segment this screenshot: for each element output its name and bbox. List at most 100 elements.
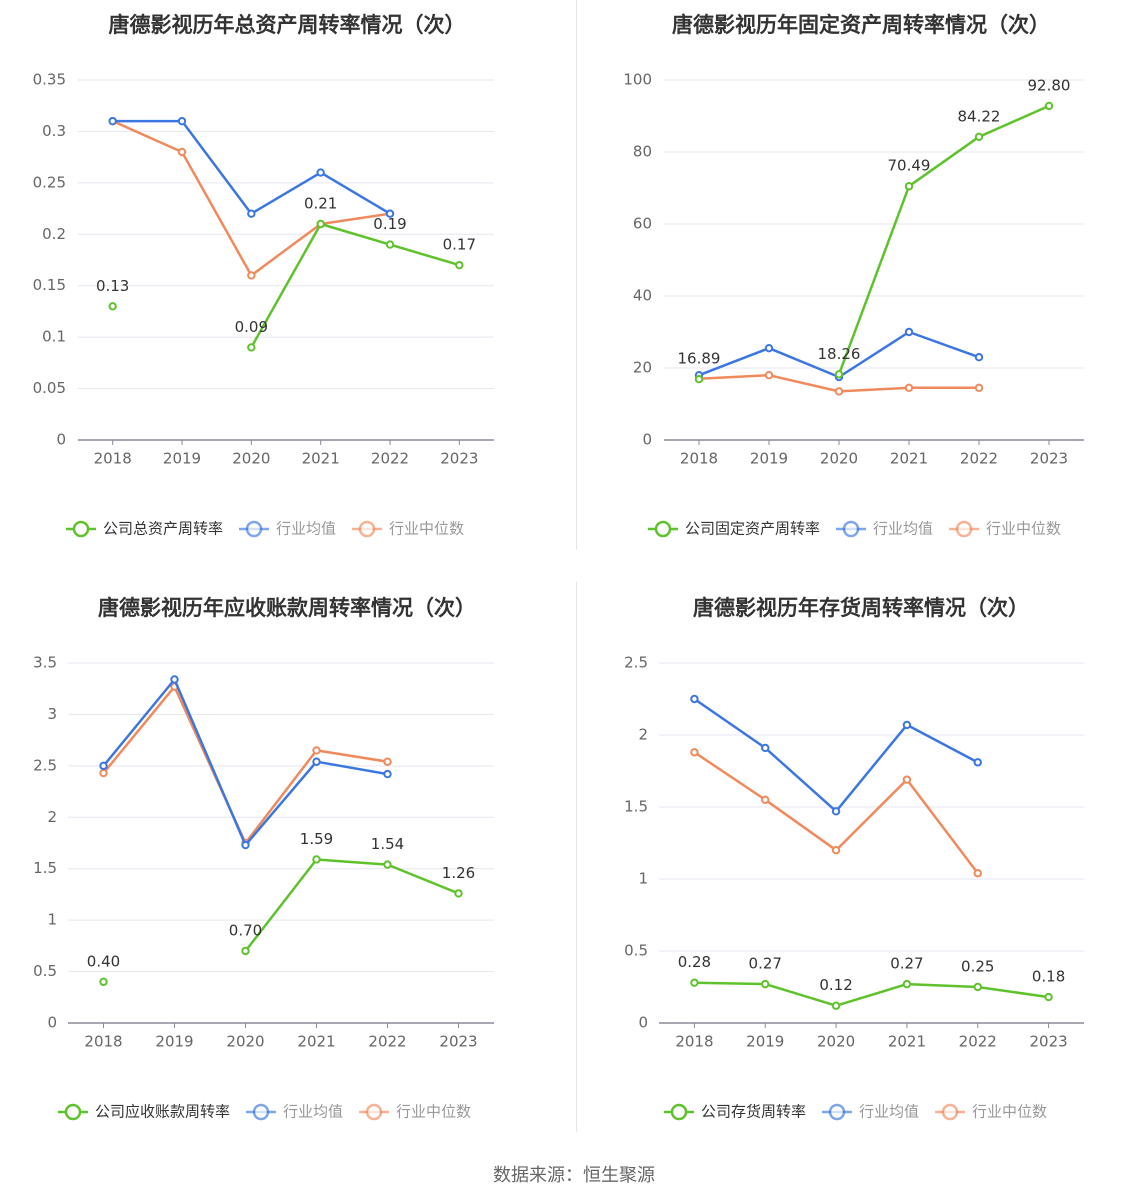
data-point-avg[interactable] xyxy=(108,116,117,126)
y-tick-label: 0.1 xyxy=(42,328,66,346)
data-point-median[interactable] xyxy=(690,748,699,757)
data-point-company[interactable] xyxy=(761,979,770,989)
chart-svg: 唐德影视历年固定资产周转率情况（次） 0 20 40 60 80 100 2018 2019 20… xyxy=(623,13,1084,538)
data-point-company[interactable] xyxy=(247,343,256,352)
data-point-company[interactable] xyxy=(904,182,914,191)
data-point-company[interactable] xyxy=(108,302,117,311)
data-point-company[interactable] xyxy=(385,240,395,249)
data-point-avg[interactable] xyxy=(973,758,982,767)
data-label: 84.22 xyxy=(958,107,1001,125)
data-point-company[interactable] xyxy=(690,978,699,987)
data-point-avg[interactable] xyxy=(764,344,774,353)
panel-divider-bottom xyxy=(576,582,577,1132)
data-point-company[interactable] xyxy=(973,982,982,992)
data-point-median[interactable] xyxy=(247,271,256,280)
data-label: 0.19 xyxy=(373,215,406,233)
data-point-avg[interactable] xyxy=(247,209,256,218)
data-point-median[interactable] xyxy=(831,846,841,855)
legend-item-median[interactable]: 行业中位数 xyxy=(359,1103,471,1121)
data-label: 0.13 xyxy=(96,277,129,295)
data-point-avg[interactable] xyxy=(385,209,395,218)
legend-item-avg[interactable]: 行业均值 xyxy=(239,520,336,538)
data-point-company[interactable] xyxy=(902,979,912,989)
series-line-avg xyxy=(693,697,979,813)
data-point-company[interactable] xyxy=(455,260,464,270)
data-label: 1.54 xyxy=(371,835,404,853)
data-point-avg[interactable] xyxy=(316,168,325,177)
y-tick-label: 3 xyxy=(47,705,57,723)
data-point-median[interactable] xyxy=(904,383,914,392)
legend-label: 行业均值 xyxy=(873,520,933,538)
data-point-median[interactable] xyxy=(973,869,982,878)
data-label: 1.59 xyxy=(300,830,333,848)
data-label: 0.18 xyxy=(1032,968,1065,986)
data-point-company[interactable] xyxy=(1044,101,1054,111)
y-tick-label: 20 xyxy=(633,359,652,377)
data-point-median[interactable] xyxy=(99,768,108,778)
data-point-median[interactable] xyxy=(312,746,321,755)
series-line-avg xyxy=(112,119,391,215)
data-point-company[interactable] xyxy=(312,855,321,864)
data-point-median[interactable] xyxy=(383,757,392,766)
data-point-avg[interactable] xyxy=(99,761,108,771)
data-label: 70.49 xyxy=(888,157,931,175)
data-point-company[interactable] xyxy=(834,370,844,379)
data-point-company[interactable] xyxy=(1044,992,1053,1002)
data-point-company[interactable] xyxy=(694,374,704,384)
y-tick-label: 2.5 xyxy=(33,756,57,774)
legend-item-company[interactable]: 公司固定资产周转率 xyxy=(648,520,820,538)
y-tick-label: 3.5 xyxy=(33,654,57,672)
data-point-median[interactable] xyxy=(177,147,187,157)
data-point-avg[interactable] xyxy=(383,769,392,779)
legend-item-company[interactable]: 公司存货周转率 xyxy=(664,1103,806,1121)
data-point-median[interactable] xyxy=(834,387,844,396)
legend-item-avg[interactable]: 行业均值 xyxy=(822,1103,919,1121)
legend-item-median[interactable]: 行业中位数 xyxy=(352,520,464,538)
data-point-avg[interactable] xyxy=(170,675,179,684)
series-line-company xyxy=(250,222,460,349)
data-point-company[interactable] xyxy=(99,977,108,987)
data-point-avg[interactable] xyxy=(177,116,187,126)
data-point-avg[interactable] xyxy=(761,743,770,753)
data-point-company[interactable] xyxy=(241,946,250,956)
data-point-median[interactable] xyxy=(764,371,774,380)
chart-panel-receivables-turnover: 唐德影视历年应收账款周转率情况（次） 0 0.5 1 1.5 2 2.5 3 3.5 2018 20… xyxy=(0,582,574,1164)
y-tick-label: 0.25 xyxy=(33,173,66,191)
legend-item-avg[interactable]: 行业均值 xyxy=(246,1103,343,1121)
data-point-avg[interactable] xyxy=(690,694,699,704)
data-point-median[interactable] xyxy=(761,795,770,805)
data-point-company[interactable] xyxy=(454,889,463,898)
data-point-company[interactable] xyxy=(383,860,392,869)
legend-item-avg[interactable]: 行业均值 xyxy=(836,520,933,538)
data-point-median[interactable] xyxy=(974,383,984,392)
data-label: 16.89 xyxy=(678,350,721,368)
legend-marker xyxy=(365,1103,383,1121)
x-tick-label: 2019 xyxy=(746,1033,784,1051)
data-point-avg[interactable] xyxy=(904,327,914,337)
y-tick-label: 0 xyxy=(642,431,652,449)
series-line-company xyxy=(837,104,1050,375)
data-point-median[interactable] xyxy=(902,775,912,784)
chart-panel-inventory-turnover: 唐德影视历年存货周转率情况（次） 0 0.5 1 1.5 2 2.5 2018 2019 2020… xyxy=(574,582,1148,1164)
data-point-company[interactable] xyxy=(316,219,325,229)
data-label: 0.70 xyxy=(229,922,262,940)
data-point-company[interactable] xyxy=(974,132,984,142)
data-label: 0.21 xyxy=(304,195,337,213)
data-point-avg[interactable] xyxy=(974,353,984,362)
legend-item-median[interactable]: 行业中位数 xyxy=(949,520,1061,538)
data-point-avg[interactable] xyxy=(241,840,250,850)
legend-item-median[interactable]: 行业中位数 xyxy=(935,1103,1047,1121)
legend-item-company[interactable]: 公司总资产周转率 xyxy=(66,520,223,538)
legend-item-company[interactable]: 公司应收账款周转率 xyxy=(58,1103,230,1121)
data-point-avg[interactable] xyxy=(312,757,321,766)
data-point-company[interactable] xyxy=(831,1001,841,1010)
data-point-avg[interactable] xyxy=(902,720,912,730)
x-tick-label: 2018 xyxy=(84,1033,122,1051)
legend-label: 公司应收账款周转率 xyxy=(95,1103,230,1121)
y-tick-label: 2 xyxy=(638,726,648,744)
data-point-avg[interactable] xyxy=(831,807,841,816)
y-tick-label: 40 xyxy=(633,287,652,305)
data-label: 0.28 xyxy=(678,953,711,971)
y-tick-label: 2 xyxy=(47,808,57,826)
series-line-company xyxy=(244,858,459,952)
